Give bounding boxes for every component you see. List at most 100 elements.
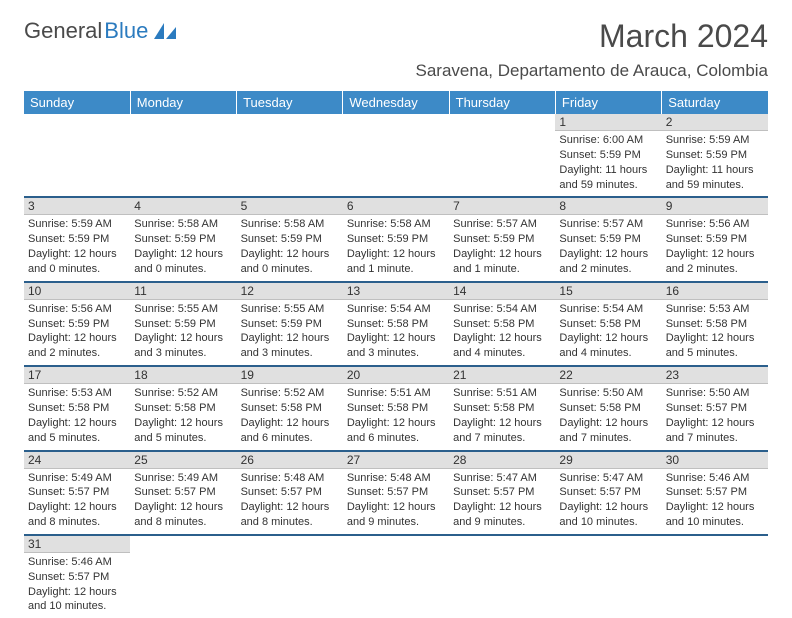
sunset-line: Sunset: 5:57 PM [347,485,445,500]
calendar-cell: 7Sunrise: 5:57 AMSunset: 5:59 PMDaylight… [449,197,555,281]
day-number: 21 [449,367,555,384]
month-title: March 2024 [416,18,768,55]
daylight-line: Daylight: 12 hours and 4 minutes. [453,331,551,361]
day-content: Sunrise: 5:56 AMSunset: 5:59 PMDaylight:… [24,300,130,365]
day-number: 5 [237,198,343,215]
calendar-cell [343,114,449,197]
calendar-cell [343,535,449,618]
calendar-cell [449,114,555,197]
day-content: Sunrise: 5:47 AMSunset: 5:57 PMDaylight:… [449,469,555,534]
daylight-line: Daylight: 11 hours and 59 minutes. [666,163,764,193]
day-content: Sunrise: 5:46 AMSunset: 5:57 PMDaylight:… [662,469,768,534]
day-content: Sunrise: 5:54 AMSunset: 5:58 PMDaylight:… [343,300,449,365]
day-number: 18 [130,367,236,384]
calendar-cell [130,114,236,197]
day-number: 3 [24,198,130,215]
daylight-line: Daylight: 12 hours and 5 minutes. [28,416,126,446]
calendar-cell: 13Sunrise: 5:54 AMSunset: 5:58 PMDayligh… [343,282,449,366]
sunset-line: Sunset: 5:58 PM [559,401,657,416]
sunset-line: Sunset: 5:59 PM [559,148,657,163]
day-number: 28 [449,452,555,469]
day-content: Sunrise: 5:50 AMSunset: 5:58 PMDaylight:… [555,384,661,449]
day-number: 26 [237,452,343,469]
day-content: Sunrise: 5:48 AMSunset: 5:57 PMDaylight:… [237,469,343,534]
day-content: Sunrise: 5:52 AMSunset: 5:58 PMDaylight:… [237,384,343,449]
sunset-line: Sunset: 5:57 PM [134,485,232,500]
sunset-line: Sunset: 5:59 PM [134,317,232,332]
daylight-line: Daylight: 12 hours and 0 minutes. [28,247,126,277]
sunrise-line: Sunrise: 5:48 AM [347,471,445,486]
daylight-line: Daylight: 12 hours and 2 minutes. [28,331,126,361]
calendar-cell [662,535,768,618]
sunset-line: Sunset: 5:59 PM [453,232,551,247]
day-content: Sunrise: 5:46 AMSunset: 5:57 PMDaylight:… [24,553,130,618]
calendar-cell: 4Sunrise: 5:58 AMSunset: 5:59 PMDaylight… [130,197,236,281]
calendar-row: 17Sunrise: 5:53 AMSunset: 5:58 PMDayligh… [24,366,768,450]
weekday-header: Saturday [662,91,768,114]
weekday-header: Tuesday [237,91,343,114]
sunrise-line: Sunrise: 5:56 AM [28,302,126,317]
daylight-line: Daylight: 12 hours and 8 minutes. [28,500,126,530]
day-content: Sunrise: 5:59 AMSunset: 5:59 PMDaylight:… [24,215,130,280]
sunrise-line: Sunrise: 5:53 AM [28,386,126,401]
daylight-line: Daylight: 12 hours and 4 minutes. [559,331,657,361]
daylight-line: Daylight: 12 hours and 6 minutes. [347,416,445,446]
day-content: Sunrise: 5:58 AMSunset: 5:59 PMDaylight:… [343,215,449,280]
logo-sail-icon [152,21,178,41]
calendar-cell: 2Sunrise: 5:59 AMSunset: 5:59 PMDaylight… [662,114,768,197]
sunset-line: Sunset: 5:59 PM [666,148,764,163]
day-number: 23 [662,367,768,384]
daylight-line: Daylight: 12 hours and 8 minutes. [134,500,232,530]
day-content: Sunrise: 5:55 AMSunset: 5:59 PMDaylight:… [130,300,236,365]
day-content: Sunrise: 5:59 AMSunset: 5:59 PMDaylight:… [662,131,768,196]
sunrise-line: Sunrise: 5:58 AM [347,217,445,232]
day-number: 17 [24,367,130,384]
day-content: Sunrise: 5:57 AMSunset: 5:59 PMDaylight:… [449,215,555,280]
sunrise-line: Sunrise: 5:57 AM [559,217,657,232]
daylight-line: Daylight: 12 hours and 5 minutes. [134,416,232,446]
calendar-cell: 12Sunrise: 5:55 AMSunset: 5:59 PMDayligh… [237,282,343,366]
calendar-cell [237,535,343,618]
day-number: 7 [449,198,555,215]
daylight-line: Daylight: 12 hours and 5 minutes. [666,331,764,361]
daylight-line: Daylight: 12 hours and 7 minutes. [559,416,657,446]
day-number: 29 [555,452,661,469]
calendar-cell: 15Sunrise: 5:54 AMSunset: 5:58 PMDayligh… [555,282,661,366]
day-number: 15 [555,283,661,300]
weekday-header: Friday [555,91,661,114]
calendar-cell: 24Sunrise: 5:49 AMSunset: 5:57 PMDayligh… [24,451,130,535]
calendar-cell: 18Sunrise: 5:52 AMSunset: 5:58 PMDayligh… [130,366,236,450]
sunset-line: Sunset: 5:57 PM [453,485,551,500]
daylight-line: Daylight: 12 hours and 0 minutes. [241,247,339,277]
day-content: Sunrise: 5:57 AMSunset: 5:59 PMDaylight:… [555,215,661,280]
sunset-line: Sunset: 5:58 PM [347,401,445,416]
day-number: 10 [24,283,130,300]
day-content: Sunrise: 5:55 AMSunset: 5:59 PMDaylight:… [237,300,343,365]
calendar-cell: 27Sunrise: 5:48 AMSunset: 5:57 PMDayligh… [343,451,449,535]
calendar-cell: 9Sunrise: 5:56 AMSunset: 5:59 PMDaylight… [662,197,768,281]
daylight-line: Daylight: 12 hours and 3 minutes. [134,331,232,361]
calendar-cell: 17Sunrise: 5:53 AMSunset: 5:58 PMDayligh… [24,366,130,450]
calendar-cell: 23Sunrise: 5:50 AMSunset: 5:57 PMDayligh… [662,366,768,450]
calendar-cell [449,535,555,618]
daylight-line: Daylight: 12 hours and 1 minute. [347,247,445,277]
day-number: 1 [555,114,661,131]
calendar-cell: 20Sunrise: 5:51 AMSunset: 5:58 PMDayligh… [343,366,449,450]
calendar-cell [130,535,236,618]
day-content: Sunrise: 5:52 AMSunset: 5:58 PMDaylight:… [130,384,236,449]
calendar-cell [24,114,130,197]
sunrise-line: Sunrise: 5:54 AM [559,302,657,317]
daylight-line: Daylight: 12 hours and 3 minutes. [347,331,445,361]
calendar-cell [237,114,343,197]
day-number: 13 [343,283,449,300]
day-content: Sunrise: 5:49 AMSunset: 5:57 PMDaylight:… [24,469,130,534]
calendar-cell: 28Sunrise: 5:47 AMSunset: 5:57 PMDayligh… [449,451,555,535]
day-number: 4 [130,198,236,215]
sunset-line: Sunset: 5:59 PM [28,317,126,332]
calendar-row: 1Sunrise: 6:00 AMSunset: 5:59 PMDaylight… [24,114,768,197]
calendar-cell [555,535,661,618]
weekday-header: Wednesday [343,91,449,114]
logo: GeneralBlue [24,18,178,44]
day-content: Sunrise: 5:58 AMSunset: 5:59 PMDaylight:… [130,215,236,280]
sunset-line: Sunset: 5:58 PM [666,317,764,332]
